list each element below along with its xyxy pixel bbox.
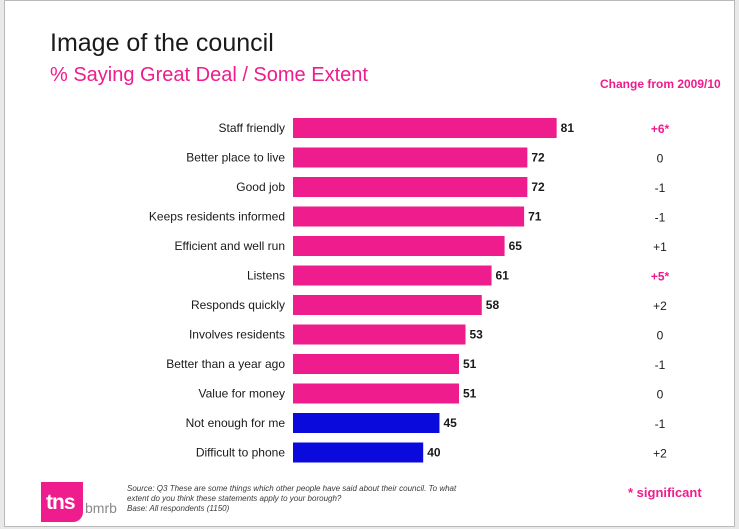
base-line: Base: All respondents (1150) xyxy=(127,504,230,513)
value-label: 72 xyxy=(531,151,545,165)
bar xyxy=(293,177,528,197)
bar xyxy=(293,265,492,286)
bar xyxy=(293,383,460,404)
source-footnote: Source: Q3 These are some things which o… xyxy=(127,484,587,514)
change-value: -1 xyxy=(655,417,666,431)
tns-bmrb-logo: tns bmrb xyxy=(41,482,125,522)
change-value: -1 xyxy=(655,181,666,195)
chart-title: Image of the council xyxy=(50,29,274,57)
category-label: Difficult to phone xyxy=(196,446,285,460)
value-label: 61 xyxy=(496,269,510,283)
value-label: 53 xyxy=(470,328,484,342)
value-label: 45 xyxy=(443,416,457,430)
category-label: Good job xyxy=(236,180,285,194)
change-value: 0 xyxy=(657,388,664,402)
category-label: Keeps residents informed xyxy=(149,210,285,224)
change-value: +2 xyxy=(653,447,667,461)
chart-subtitle: % Saying Great Deal / Some Extent xyxy=(50,64,368,86)
category-label: Better place to live xyxy=(186,151,285,165)
change-value: -1 xyxy=(655,358,666,372)
value-label: 81 xyxy=(561,121,575,135)
slide: Image of the council % Saying Great Deal… xyxy=(4,0,735,527)
bar xyxy=(293,118,557,138)
category-label: Efficient and well run xyxy=(174,239,285,253)
source-line-2: extent do you think these statements app… xyxy=(127,494,342,503)
value-label: 40 xyxy=(427,446,441,460)
change-value: +2 xyxy=(653,299,667,313)
value-label: 65 xyxy=(509,239,523,253)
category-label: Involves residents xyxy=(189,328,285,342)
bar xyxy=(293,413,440,433)
category-label: Not enough for me xyxy=(186,416,286,430)
bar xyxy=(293,236,505,256)
change-value: 0 xyxy=(657,152,664,166)
category-label: Staff friendly xyxy=(219,121,285,135)
value-label: 58 xyxy=(486,298,500,312)
bar xyxy=(293,147,528,168)
logo-mark: tns xyxy=(41,482,83,522)
change-value: +1 xyxy=(653,240,667,254)
value-label: 71 xyxy=(528,210,542,224)
change-value: 0 xyxy=(657,329,664,343)
value-label: 51 xyxy=(463,357,477,371)
change-value: +6* xyxy=(651,122,670,136)
value-label: 72 xyxy=(531,180,545,194)
bar xyxy=(293,324,466,345)
bar-chart: Staff friendly 81 +6* Better place to live 7… xyxy=(149,118,670,463)
source-line-1: Source: Q3 These are some things which o… xyxy=(127,484,457,493)
significance-note: * significant xyxy=(628,485,702,500)
bar xyxy=(293,206,525,227)
category-label: Listens xyxy=(247,269,285,283)
change-column-header: Change from 2009/10 xyxy=(600,77,721,91)
category-label: Responds quickly xyxy=(191,298,285,312)
value-label: 51 xyxy=(463,387,477,401)
bar xyxy=(293,295,482,315)
change-value: +5* xyxy=(651,270,670,284)
category-label: Better than a year ago xyxy=(166,357,285,371)
logo-bmrb-text: bmrb xyxy=(85,500,117,516)
bar xyxy=(293,354,460,374)
change-value: -1 xyxy=(655,211,666,225)
category-label: Value for money xyxy=(199,387,286,401)
bar xyxy=(293,442,424,463)
logo-tns-text: tns xyxy=(46,491,75,514)
